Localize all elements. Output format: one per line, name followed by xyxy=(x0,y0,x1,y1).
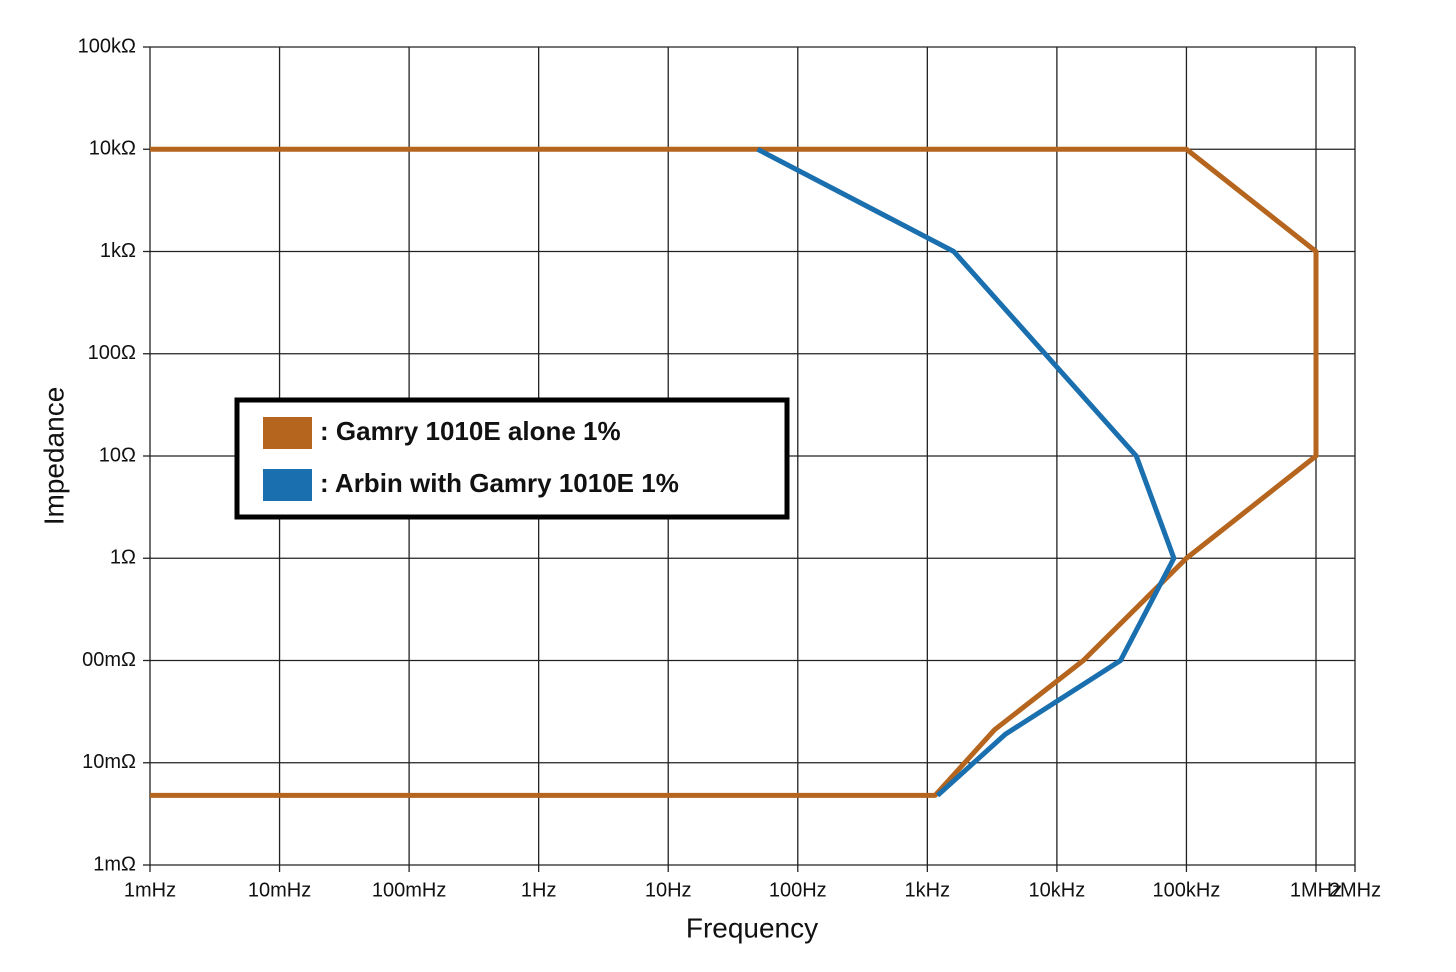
y-tick-label: 10kΩ xyxy=(89,138,136,160)
x-tick-label: 100kHz xyxy=(1153,879,1221,901)
legend-label: : Gamry 1010E alone 1% xyxy=(320,416,621,446)
y-tick-label: 100Ω xyxy=(88,342,136,364)
legend-swatch xyxy=(263,469,312,501)
series-line xyxy=(150,146,1319,798)
x-tick-label: 10mHz xyxy=(248,879,311,901)
y-tick-label: 10Ω xyxy=(99,444,136,466)
y-tick-label: 10mΩ xyxy=(82,751,136,773)
legend-box xyxy=(234,397,790,520)
x-tick-label: 10kHz xyxy=(1029,879,1086,901)
x-tick-label: 10Hz xyxy=(645,879,692,901)
x-tick-label: 2MHz xyxy=(1329,879,1381,901)
y-tick-label: 1kΩ xyxy=(100,240,136,262)
x-tick-label: 100mHz xyxy=(372,879,446,901)
series-line xyxy=(756,147,1177,798)
x-tick-label: 1mHz xyxy=(124,879,176,901)
y-tick-label: 100kΩ xyxy=(78,35,136,57)
legend-label: : Arbin with Gamry 1010E 1% xyxy=(320,468,679,498)
x-tick-label: 1Hz xyxy=(521,879,557,901)
x-tick-label: 100Hz xyxy=(769,879,827,901)
y-tick-label: 00mΩ xyxy=(82,649,136,671)
legend: : Gamry 1010E alone 1% : Arbin with Gamry… xyxy=(234,397,790,520)
legend-swatch xyxy=(263,417,312,449)
x-tick-label: 1kHz xyxy=(905,879,951,901)
x-axis-title: Frequency xyxy=(686,912,818,943)
y-tick-label: 1mΩ xyxy=(93,853,136,875)
y-axis-title: Impedance xyxy=(38,387,69,526)
x-tick-label: 1MHz xyxy=(1290,879,1342,901)
y-tick-label: 1Ω xyxy=(110,547,136,569)
